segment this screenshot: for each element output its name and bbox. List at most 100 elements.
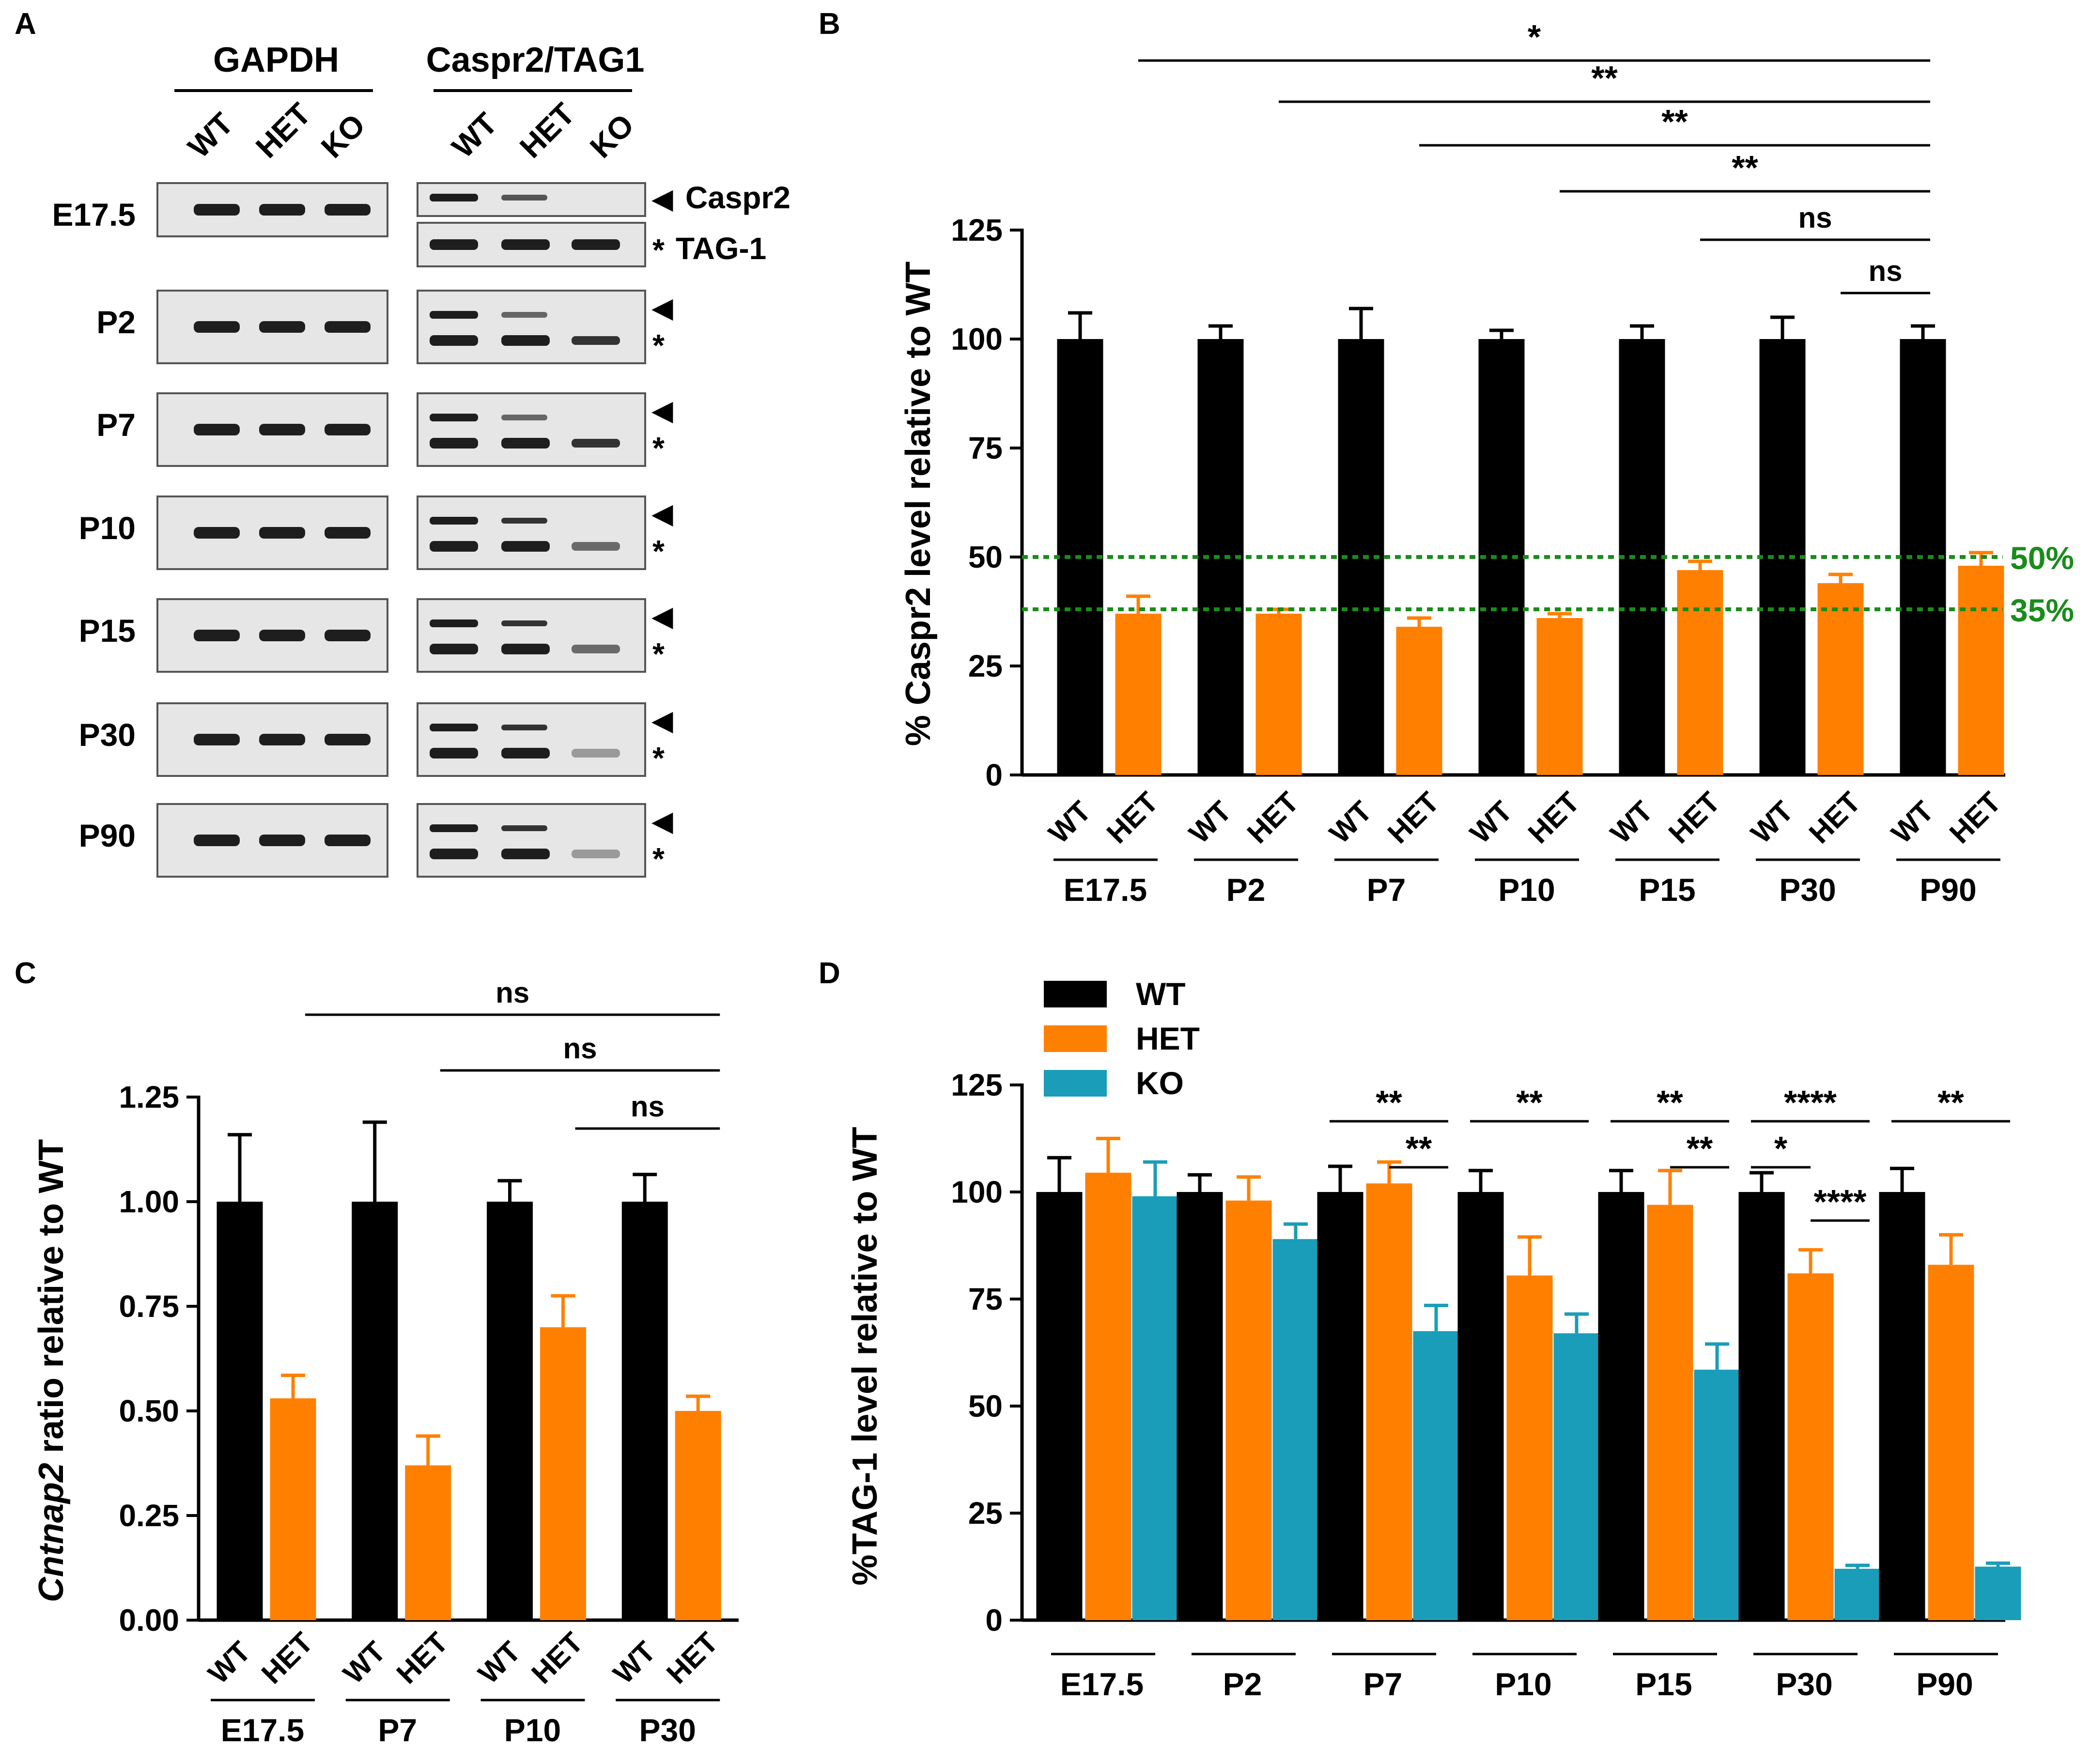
tag1-band <box>430 748 478 758</box>
bar-wt-P10 <box>487 1202 533 1620</box>
tag1-star-icon: * <box>652 431 665 465</box>
bar-het-P15 <box>1647 1205 1693 1620</box>
group-label: P7 <box>1367 872 1406 908</box>
gapdh-band <box>259 527 305 539</box>
y-tick-label: 0.25 <box>119 1498 179 1533</box>
bar-het-E17.5 <box>1085 1173 1131 1620</box>
tag1-band <box>501 541 550 552</box>
significance-label: ns <box>631 1090 665 1123</box>
gapdh-band <box>325 204 371 216</box>
tag1-band <box>430 644 478 654</box>
significance-label: ** <box>1406 1130 1432 1167</box>
x-bar-label: WT <box>472 1635 527 1690</box>
y-tick-label: 75 <box>968 1282 1003 1316</box>
significance-label: ** <box>1657 1083 1683 1121</box>
y-tick-label: 1.00 <box>119 1184 179 1219</box>
bar-ko-P10 <box>1553 1333 1600 1620</box>
group-label: P30 <box>1779 872 1836 908</box>
significance-label: ** <box>1376 1083 1402 1121</box>
gapdh-band <box>325 321 371 333</box>
gapdh-band <box>259 734 305 745</box>
tag1-band <box>501 849 550 859</box>
caspr2-band <box>430 414 478 421</box>
caspr-tag1-blot <box>417 803 646 878</box>
bar-het-P10 <box>1506 1275 1553 1620</box>
caspr2-band <box>430 619 478 627</box>
gapdh-band <box>194 835 240 846</box>
y-tick-label: 0.00 <box>119 1603 179 1638</box>
caspr2-arrow-icon: ◀ <box>651 183 673 215</box>
tag1-band <box>572 850 620 858</box>
bar-het-E17.5 <box>1115 614 1162 775</box>
caspr2-arrow-icon: ◀ <box>651 705 673 736</box>
y-tick-label: 1.25 <box>119 1080 179 1114</box>
legend-swatch-het <box>1044 1025 1107 1052</box>
y-tick-label: 125 <box>951 213 1003 248</box>
tag1-band <box>572 749 620 758</box>
bar-het-P90 <box>1958 566 2004 775</box>
bar-ko-P90 <box>1975 1566 2021 1620</box>
bar-ko-E17.5 <box>1132 1196 1178 1620</box>
tag1-band <box>430 541 478 552</box>
tag1-band-label: TAG-1 <box>676 231 766 266</box>
significance-label: * <box>1528 18 1541 56</box>
tag1-band <box>501 644 550 654</box>
group-label: P10 <box>1495 1666 1551 1702</box>
significance-label: * <box>1774 1130 1788 1167</box>
y-tick-label: 0 <box>985 1603 1003 1638</box>
gapdh-band <box>194 630 240 641</box>
panel-letter-d: D <box>819 957 840 990</box>
group-label: P10 <box>1498 872 1555 908</box>
panel-c-cntnap2-chart: 0.00 0.25 0.50 0.75 1.00 1.25 Cntnap2 ratio re… <box>32 976 739 1748</box>
caspr-tag1-blot <box>417 598 646 673</box>
genotype-label: KO <box>583 107 641 165</box>
bar-het-E17.5 <box>270 1398 316 1620</box>
tag1-band <box>501 239 550 250</box>
bar-ko-P2 <box>1272 1239 1319 1620</box>
gapdh-band <box>194 734 240 745</box>
panel-letter-a: A <box>15 7 36 41</box>
x-bar-label: WT <box>1464 795 1518 850</box>
tag1-band <box>430 849 478 859</box>
bar-het-P7 <box>405 1465 451 1620</box>
x-bar-label: WT <box>1323 795 1378 850</box>
bar-ko-P15 <box>1694 1369 1740 1620</box>
significance-label: ** <box>1516 1083 1543 1121</box>
significance-label: ** <box>1937 1083 1964 1121</box>
y-tick-label: 0.50 <box>119 1393 179 1428</box>
caspr-tag1-blot <box>417 495 646 570</box>
gapdh-band <box>194 424 240 435</box>
caspr2-arrow-icon: ◀ <box>651 805 673 837</box>
gapdh-band <box>194 527 240 539</box>
bar-ko-P30 <box>1834 1568 1881 1620</box>
bar-het-P10 <box>1536 618 1583 775</box>
y-axis-label: % Caspr2 level relative to WT <box>899 262 938 746</box>
significance-label: ns <box>1868 255 1902 287</box>
group-label: E17.5 <box>1060 1666 1144 1702</box>
group-label: P30 <box>1776 1666 1832 1702</box>
bar-het-P15 <box>1677 570 1723 775</box>
y-tick-label: 75 <box>968 431 1003 465</box>
significance-label: ** <box>1732 149 1758 186</box>
y-axis-label-rest: ratio relative to WT <box>32 1139 71 1463</box>
group-label: E17.5 <box>1064 872 1147 908</box>
significance-label: ** <box>1687 1130 1713 1167</box>
caspr-tag1-title: Caspr2/TAG1 <box>426 41 645 79</box>
caspr-tag1-blot <box>417 702 646 777</box>
y-axis-label-italic: Cntnap2 <box>32 1463 71 1602</box>
genotype-label: HET <box>249 96 317 164</box>
caspr2-arrow-icon: ◀ <box>651 601 673 632</box>
gapdh-band <box>259 630 305 641</box>
y-tick-label: 25 <box>968 1496 1003 1531</box>
bar-het-P90 <box>1928 1265 1974 1620</box>
gapdh-band <box>194 321 240 333</box>
tag1-band <box>430 335 478 346</box>
gapdh-band <box>259 204 305 216</box>
caspr2-arrow-icon: ◀ <box>651 292 673 324</box>
gapdh-band <box>325 835 371 846</box>
y-tick-label: 50 <box>968 540 1003 574</box>
x-bar-label: HET <box>1522 786 1586 850</box>
significance-label: ns <box>496 976 529 1009</box>
bar-wt-P15 <box>1598 1192 1644 1620</box>
legend-swatch-ko <box>1044 1070 1107 1097</box>
